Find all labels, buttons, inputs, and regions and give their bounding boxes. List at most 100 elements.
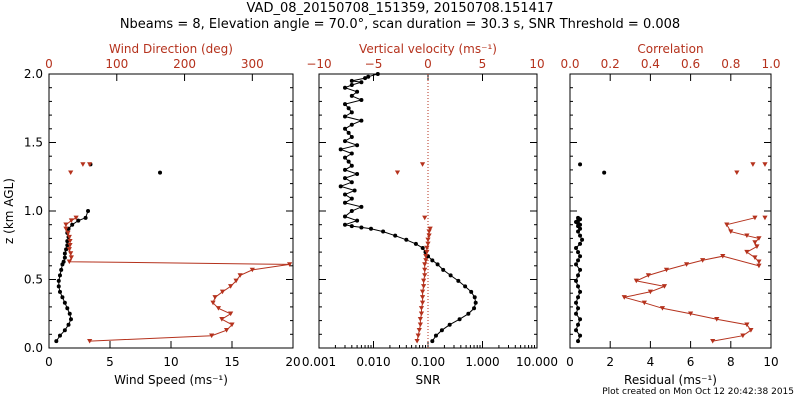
top-tick-label: 10 <box>529 57 544 71</box>
data-point <box>355 143 360 148</box>
data-point <box>578 317 583 322</box>
y-tick-label: 1.0 <box>24 204 43 218</box>
data-point <box>65 230 71 236</box>
y-tick-label: 2.0 <box>24 67 43 81</box>
data-point <box>343 222 348 227</box>
data-point <box>62 251 67 256</box>
data-point <box>56 278 61 283</box>
data-point <box>578 289 583 294</box>
data-point <box>66 259 72 265</box>
x-tick-label: 8 <box>727 355 735 369</box>
data-point <box>714 317 720 322</box>
y-axis-label: z (km AGL) <box>2 178 16 244</box>
data-point <box>65 306 70 311</box>
data-point <box>67 243 73 248</box>
data-point <box>447 322 452 327</box>
data-point <box>576 306 581 311</box>
data-point <box>421 284 427 289</box>
data-point <box>249 267 255 273</box>
top-axis-label: Correlation <box>637 42 703 56</box>
data-point <box>469 289 474 294</box>
series-vertical-velocity <box>394 162 433 344</box>
data-point <box>233 278 239 284</box>
data-point <box>212 295 218 300</box>
data-point <box>355 172 360 177</box>
data-point <box>76 218 81 223</box>
data-point <box>349 78 354 83</box>
x-tick-label: 10.000 <box>516 355 558 369</box>
data-point <box>435 262 440 267</box>
x-tick-label: 2 <box>606 355 614 369</box>
data-point <box>67 238 73 244</box>
data-point <box>349 151 354 156</box>
data-point <box>728 229 734 234</box>
data-point <box>59 267 64 272</box>
data-point <box>57 333 62 338</box>
data-point <box>343 167 348 172</box>
data-point <box>683 262 690 267</box>
data-point <box>426 233 432 239</box>
top-tick-label: 0.4 <box>641 57 660 71</box>
data-point <box>338 184 343 189</box>
data-point <box>228 311 234 317</box>
data-point <box>67 311 72 316</box>
data-point <box>349 163 354 168</box>
data-point <box>394 170 401 176</box>
data-point <box>426 229 432 234</box>
data-point <box>659 306 666 311</box>
top-tick-label: 0 <box>45 57 53 71</box>
data-point <box>752 240 758 245</box>
top-tick-label: 0.2 <box>601 57 620 71</box>
data-point <box>343 102 348 107</box>
series-line <box>624 217 760 342</box>
top-tick-label: 0.0 <box>560 57 579 71</box>
data-point <box>62 255 67 260</box>
data-point <box>418 306 425 311</box>
top-axis-label: Vertical velocity (ms⁻¹) <box>359 42 497 56</box>
data-point <box>57 273 62 278</box>
data-point <box>754 244 760 250</box>
data-point <box>621 295 627 300</box>
data-point <box>349 110 354 115</box>
data-point <box>576 295 581 300</box>
data-point <box>56 284 61 289</box>
data-point <box>762 162 768 167</box>
data-point <box>419 162 426 167</box>
data-point <box>359 204 364 209</box>
data-point <box>63 226 69 232</box>
data-point <box>750 162 756 167</box>
data-point <box>61 259 66 264</box>
data-point <box>343 200 348 205</box>
x-axis-label: SNR <box>416 373 441 387</box>
data-point <box>343 85 348 90</box>
data-point <box>80 162 86 167</box>
data-point <box>229 322 235 328</box>
plot-frame <box>569 73 772 349</box>
data-point <box>359 98 364 103</box>
y-tick-label: 0.0 <box>24 341 43 355</box>
data-point <box>343 155 348 160</box>
data-point <box>580 237 585 242</box>
data-point <box>734 170 740 176</box>
data-point <box>602 170 607 175</box>
data-point <box>414 338 420 344</box>
data-point <box>417 322 423 328</box>
y-tick-label: 0.5 <box>24 273 43 287</box>
series-snr <box>338 72 478 344</box>
data-point <box>700 258 706 263</box>
data-point <box>466 311 471 316</box>
data-point <box>574 300 579 305</box>
data-point <box>430 339 435 344</box>
data-point <box>423 254 429 259</box>
data-point <box>237 273 243 278</box>
data-point <box>574 245 579 250</box>
data-point <box>158 170 163 175</box>
data-point <box>54 339 59 344</box>
data-point <box>60 295 65 300</box>
data-point <box>83 215 88 220</box>
data-point <box>422 273 428 278</box>
data-point <box>421 278 427 284</box>
data-point <box>349 196 354 201</box>
data-point <box>346 106 351 111</box>
data-point <box>448 273 453 278</box>
